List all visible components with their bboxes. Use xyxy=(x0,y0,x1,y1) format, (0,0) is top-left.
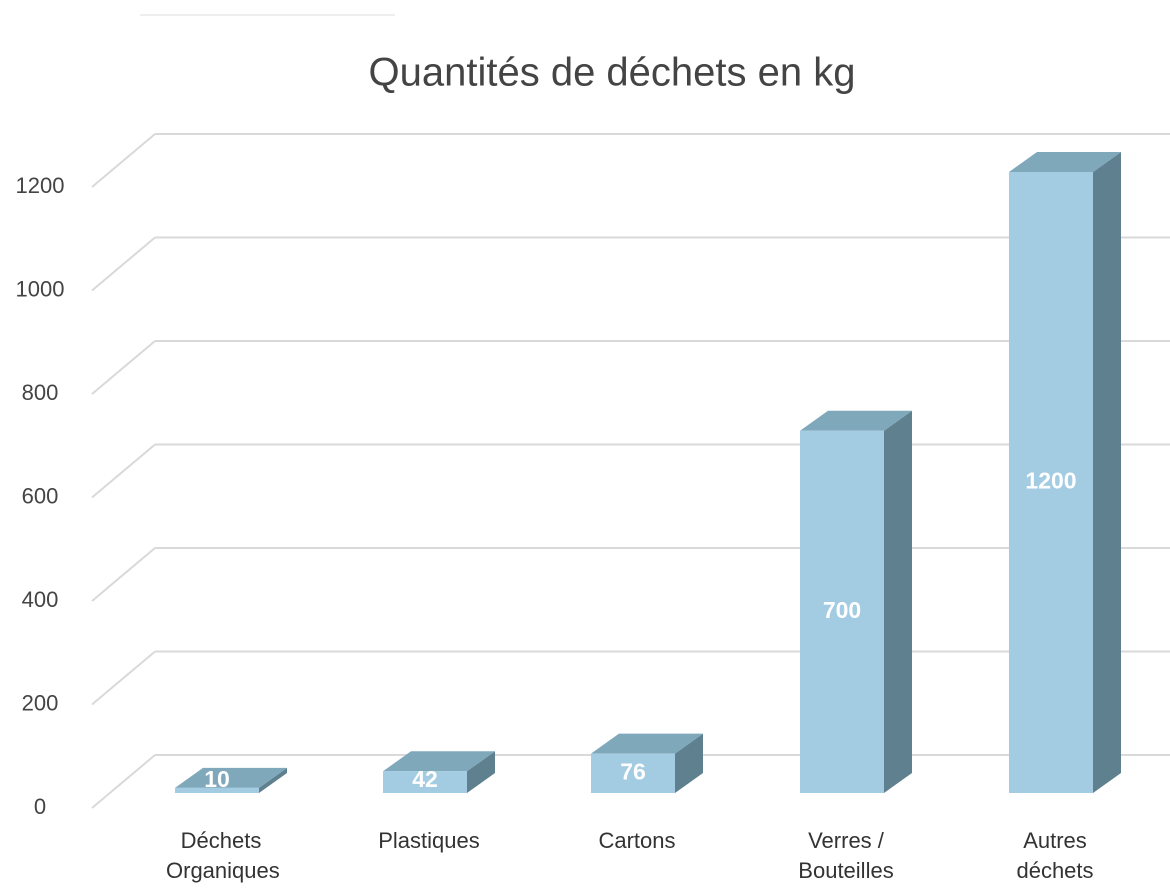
y-tick-label: 600 xyxy=(22,483,59,508)
x-tick-label: Plastiques xyxy=(359,826,499,856)
y-tick-label: 800 xyxy=(22,380,59,405)
value-label: 1200 xyxy=(1025,468,1076,494)
x-tick-label: Autres déchets xyxy=(1000,826,1110,886)
grid-line xyxy=(92,238,155,291)
y-tick-label: 400 xyxy=(22,587,59,612)
y-tick-label: 1200 xyxy=(16,173,65,198)
value-label: 700 xyxy=(823,597,861,623)
value-label: 42 xyxy=(412,766,438,792)
grid-line xyxy=(92,341,155,394)
x-tick-label: Verres / Bouteilles xyxy=(791,826,901,886)
grid-line xyxy=(92,755,155,808)
chart: Quantités de déchets en kg 0 200 400 600 800… xyxy=(0,0,1170,890)
grid-line xyxy=(92,445,155,498)
value-label: 76 xyxy=(620,758,646,784)
grid-line xyxy=(92,548,155,601)
chart-title: Quantités de déchets en kg xyxy=(369,51,856,95)
grid-line xyxy=(92,134,155,187)
x-tick-label: Déchets Organiques xyxy=(166,826,276,886)
x-tick-label: Cartons xyxy=(567,826,707,856)
y-tick-label: 200 xyxy=(22,690,59,715)
bar-side xyxy=(884,411,912,793)
y-tick-label: 0 xyxy=(34,794,46,819)
page: Quantités de déchets en kg 0 200 400 600 800… xyxy=(0,0,1170,890)
value-label: 10 xyxy=(204,766,230,792)
grid-line xyxy=(92,652,155,705)
bar-side xyxy=(1093,152,1121,793)
y-tick-label: 1000 xyxy=(16,276,65,301)
